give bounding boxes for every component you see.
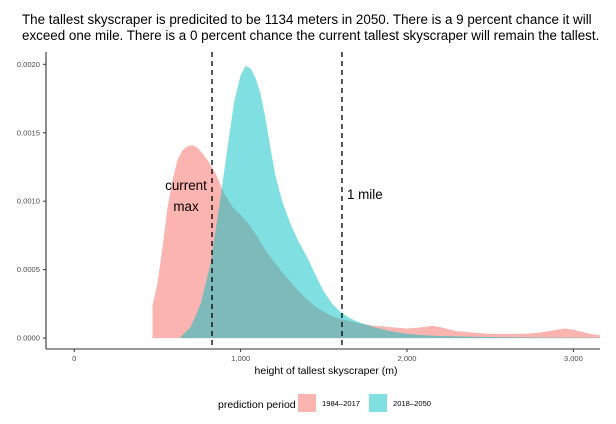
legend-item-2: 2018–2050 xyxy=(369,394,431,412)
x-tick-label: 3,000 xyxy=(564,354,583,363)
annotations: current max 1 mile xyxy=(165,178,383,214)
y-tick-label: 0.0015 xyxy=(17,128,40,137)
y-tick-label: 0.0005 xyxy=(17,265,40,274)
legend-label: 1984–2017 xyxy=(322,399,360,408)
x-axis-ticks: 0 1,000 2,000 3,000 xyxy=(72,349,583,363)
x-axis-label: height of tallest skyscraper (m) xyxy=(255,365,398,377)
y-tick-label: 0.0020 xyxy=(17,60,40,69)
legend-item-1: 1984–2017 xyxy=(298,394,360,412)
chart-title: The tallest skyscraper is predicited to … xyxy=(22,12,599,43)
y-tick-label: 0.0000 xyxy=(17,334,40,343)
legend-swatch xyxy=(298,394,316,412)
axes xyxy=(45,52,600,350)
annotation-label-2-line-1: 1 mile xyxy=(347,187,383,202)
x-tick-label: 0 xyxy=(72,354,76,363)
legend-label: 2018–2050 xyxy=(393,399,431,408)
annotation-2: 1 mile xyxy=(347,187,383,202)
annotation-1: current max xyxy=(165,178,207,214)
legend-title: prediction period xyxy=(218,399,296,411)
title-line-1: The tallest skyscraper is predicited to … xyxy=(22,12,592,27)
y-axis-ticks: 0.0000 0.0005 0.0010 0.0015 0.0020 xyxy=(17,60,46,343)
x-tick-label: 2,000 xyxy=(398,354,417,363)
legend: prediction period 1984–2017 2018–2050 xyxy=(218,394,431,412)
x-tick-label: 1,000 xyxy=(231,354,250,363)
density-area-2 xyxy=(180,65,601,339)
reference-lines xyxy=(211,52,343,349)
legend-swatch xyxy=(369,394,387,412)
annotation-label-1-line-2: max xyxy=(173,199,199,214)
title-line-2: exceed one mile. There is a 0 percent ch… xyxy=(22,28,599,43)
annotation-label-1-line-1: current xyxy=(165,178,207,193)
density-areas xyxy=(152,65,601,339)
y-tick-label: 0.0010 xyxy=(17,197,40,206)
